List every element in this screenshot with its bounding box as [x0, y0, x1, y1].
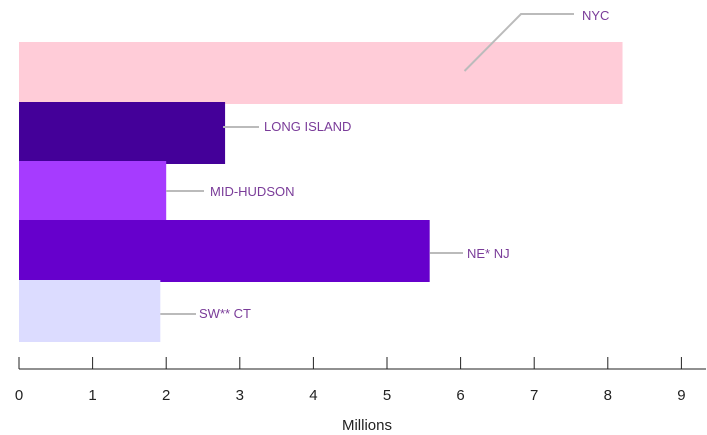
x-tick-label: 6 — [456, 387, 464, 404]
x-tick-label: 3 — [236, 387, 244, 404]
category-label: NE* NJ — [467, 246, 510, 261]
bar-mid-hudson — [19, 161, 167, 223]
x-tick-label: 9 — [677, 387, 685, 404]
bar-nyc — [19, 42, 623, 104]
leader-line — [463, 13, 574, 72]
x-tick-label: 4 — [309, 387, 317, 404]
category-label: NYC — [582, 8, 609, 23]
x-axis: 0 1 2 3 4 5 6 7 8 9 Millions — [15, 357, 706, 434]
x-axis-title: Millions — [342, 417, 392, 434]
x-tick-label: 1 — [88, 387, 96, 404]
category-label: MID-HUDSON — [210, 184, 295, 199]
category-labels-group: NYC LONG ISLAND MID-HUDSON NE* NJ SW** CT — [199, 8, 609, 321]
leader-lines-group — [160, 13, 574, 315]
x-tick-label: 2 — [162, 387, 170, 404]
category-label: SW** CT — [199, 306, 251, 321]
x-tick-label: 8 — [604, 387, 612, 404]
bar-long-island — [19, 102, 226, 164]
x-tick-label: 5 — [383, 387, 391, 404]
x-tick-label: 7 — [530, 387, 538, 404]
category-label: LONG ISLAND — [264, 119, 351, 134]
bar-sw-ct — [19, 280, 161, 342]
bar-ne-nj — [19, 220, 430, 282]
bars-group — [19, 42, 623, 342]
x-tick-label: 0 — [15, 387, 23, 404]
x-axis-ticks: 0 1 2 3 4 5 6 7 8 9 — [15, 357, 686, 404]
